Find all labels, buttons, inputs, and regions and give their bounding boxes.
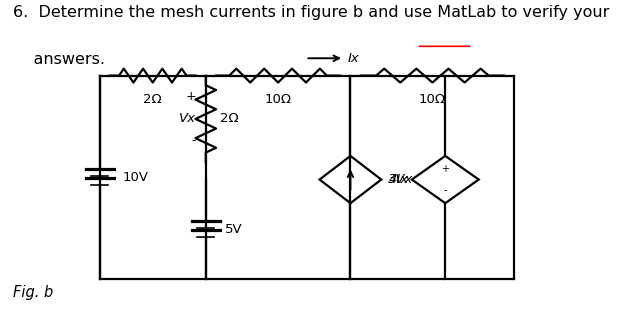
Text: 5V: 5V: [225, 223, 242, 236]
Text: answers.: answers.: [13, 52, 105, 67]
Text: Ix: Ix: [347, 52, 359, 65]
Text: 10V: 10V: [122, 171, 148, 184]
Text: +: +: [441, 164, 449, 174]
Text: +: +: [185, 90, 196, 103]
Text: -: -: [444, 185, 447, 195]
Text: 10Ω: 10Ω: [265, 93, 291, 106]
Text: -: -: [192, 135, 196, 147]
Text: 6.  Determine the mesh currents in figure b and use MatLab to verify your: 6. Determine the mesh currents in figure…: [13, 5, 609, 20]
Text: 2Ω: 2Ω: [143, 93, 162, 106]
Text: 10Ω: 10Ω: [419, 93, 446, 106]
Text: Vx: Vx: [179, 112, 196, 125]
Text: Fig. b: Fig. b: [13, 285, 53, 301]
Text: 2Ω: 2Ω: [220, 112, 239, 125]
Text: 4Ix: 4Ix: [388, 173, 409, 186]
Text: 3Vx: 3Vx: [388, 173, 413, 186]
